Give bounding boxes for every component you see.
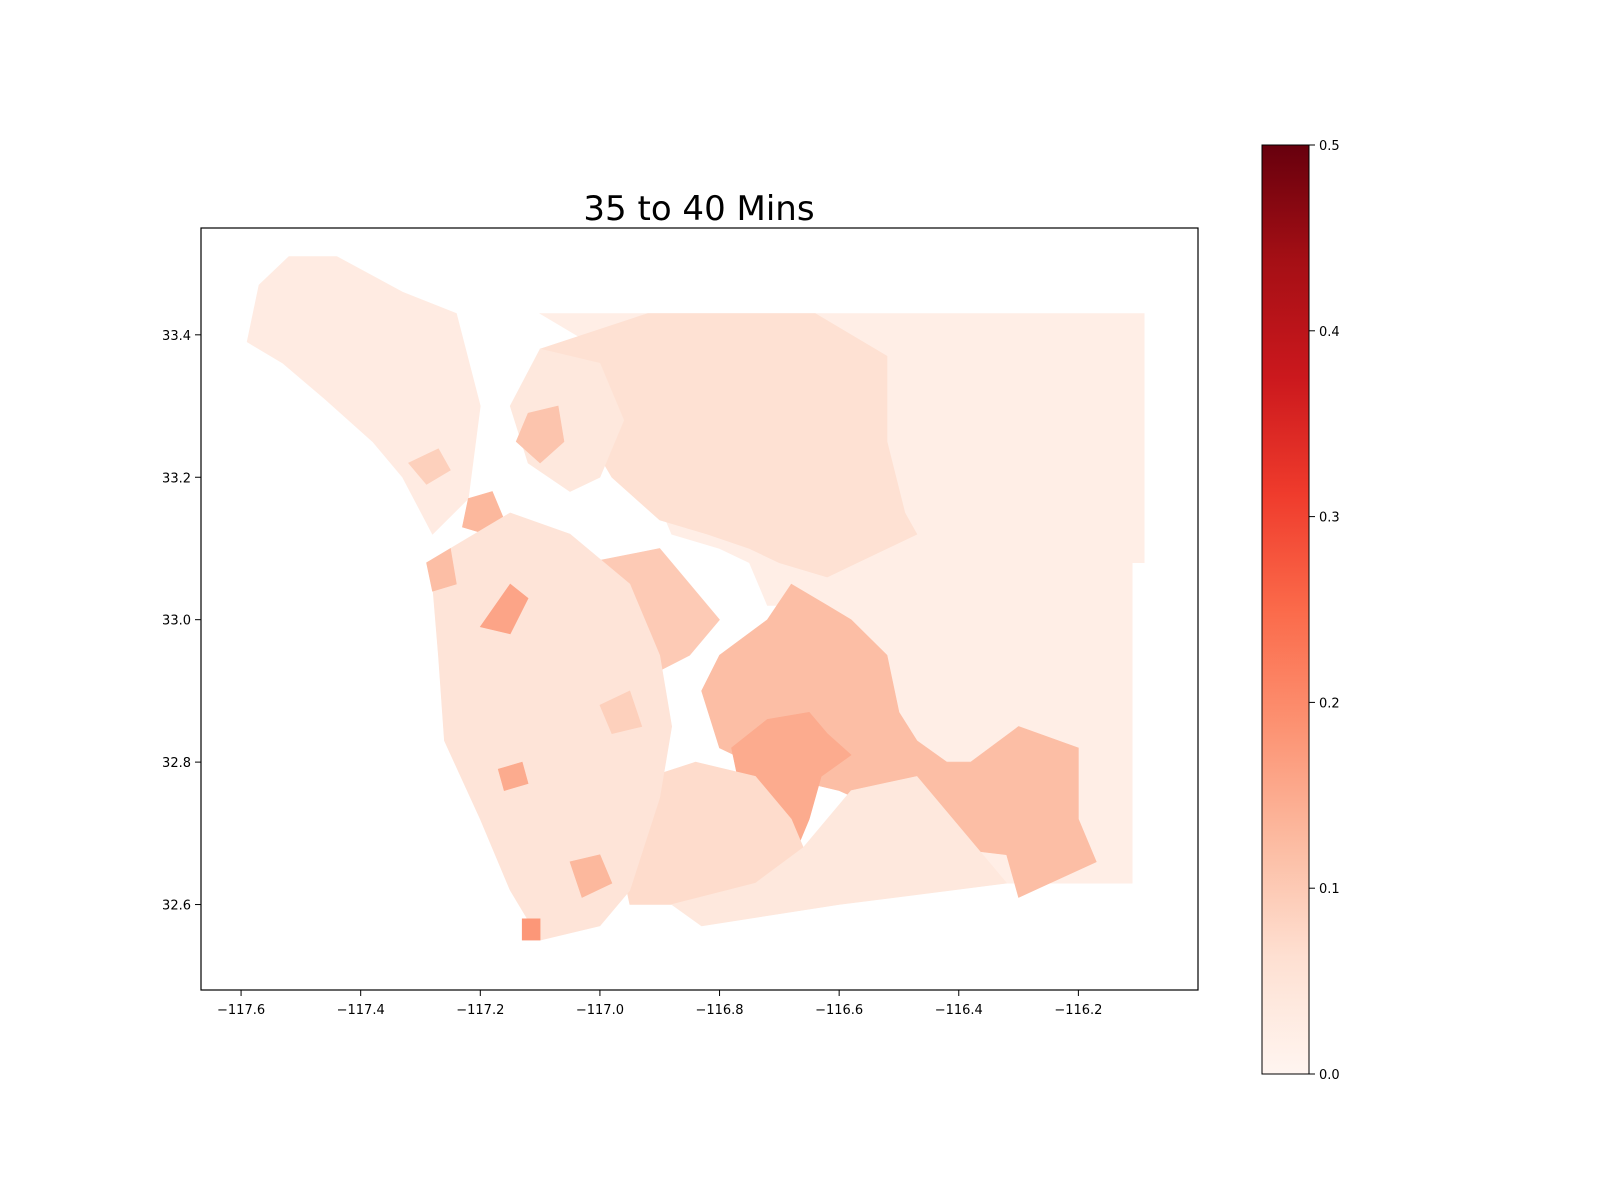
region-chula-vista — [569, 854, 613, 898]
x-tick-label: −116.2 — [1054, 1003, 1102, 1018]
chart-title: 35 to 40 Mins — [583, 189, 814, 229]
region-encinitas — [426, 548, 457, 592]
map-regions — [246, 256, 1145, 941]
region-san-ysidro — [521, 918, 541, 941]
y-tick-label: 32.6 — [162, 899, 191, 914]
colorbar-tick-label: 0.5 — [1319, 139, 1340, 154]
y-axis: 32.6 32.8 33.0 33.2 33.4 — [162, 329, 201, 914]
region-oceanside-east — [408, 448, 451, 485]
x-tick-label: −116.8 — [695, 1003, 743, 1018]
colorbar-tick-label: 0.1 — [1319, 882, 1340, 897]
colorbar-tick-label: 0.2 — [1319, 696, 1340, 711]
region-north-coast — [246, 256, 481, 535]
x-tick-label: −116.6 — [815, 1003, 863, 1018]
region-carmel-valley — [479, 583, 529, 635]
region-santee — [599, 690, 643, 734]
y-tick-label: 33.2 — [162, 471, 191, 486]
x-tick-label: −117.2 — [456, 1003, 504, 1018]
region-southeast — [671, 776, 1008, 927]
x-tick-label: −117.0 — [576, 1003, 624, 1018]
region-mid-county-east — [701, 583, 1097, 898]
y-tick-label: 32.8 — [162, 756, 191, 771]
colorbar-tick-label: 0.4 — [1319, 325, 1340, 340]
x-axis: −117.6 −117.4 −117.2 −117.0 −116.8 −116.6 −116… — [217, 990, 1102, 1018]
x-tick-label: −117.6 — [217, 1003, 265, 1018]
colorbar — [1261, 144, 1310, 1075]
x-tick-label: −116.4 — [935, 1003, 983, 1018]
x-tick-label: −117.4 — [337, 1003, 385, 1018]
y-tick-label: 33.0 — [162, 614, 191, 629]
region-escondido-north — [515, 405, 565, 464]
colorbar-axis: 0.0 0.1 0.2 0.3 0.4 0.5 — [1309, 139, 1340, 1083]
plot-frame — [200, 227, 1199, 991]
colorbar-tick-label: 0.0 — [1319, 1068, 1340, 1083]
colorbar-tick-label: 0.3 — [1319, 511, 1340, 526]
y-tick-label: 33.4 — [162, 329, 191, 344]
region-clairemont — [497, 761, 529, 791]
